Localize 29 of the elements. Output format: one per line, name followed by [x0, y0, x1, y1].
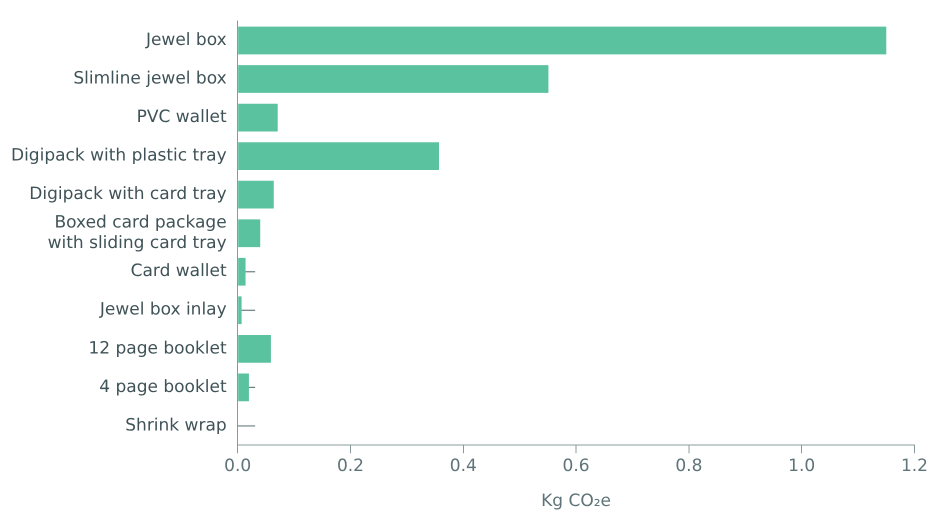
x-tick-label: 0.0 [224, 456, 252, 476]
x-tick-label: 0.6 [562, 456, 590, 476]
bar [238, 334, 271, 363]
bar [238, 26, 886, 54]
y-tick-label: Shrink wrap [125, 415, 227, 436]
bar [238, 180, 274, 209]
bar [238, 296, 242, 324]
y-tick-label: Digipack with plastic tray [10, 146, 227, 166]
bar [238, 258, 246, 286]
x-tick-label: 1.0 [788, 456, 816, 476]
y-tick-label: 12 page booklet [88, 338, 227, 358]
x-tick-label: 1.2 [900, 456, 928, 476]
bar [238, 104, 278, 132]
x-tick-label: 0.2 [336, 456, 364, 476]
y-tick-label: Slimline jewel box [73, 68, 227, 88]
y-tick-label: PVC wallet [136, 106, 227, 127]
bar [238, 142, 440, 170]
bar [238, 65, 548, 93]
y-tick-label: 4 page booklet [99, 376, 227, 397]
y-tick-label: Card wallet [130, 261, 227, 282]
y-tick-label: Jewel box [144, 30, 227, 50]
y-tick-label: Jewel box inlay [98, 300, 227, 320]
y-tick-label: Boxed card package with sliding card tray [48, 212, 227, 253]
x-axis-title: Kg CO₂e [541, 491, 612, 512]
x-tick-label: 0.8 [675, 456, 702, 476]
x-tick-label: 0.4 [450, 456, 477, 476]
bar [238, 374, 249, 402]
y-tick-label: Digipack with card tray [29, 184, 227, 204]
bar [238, 219, 260, 248]
